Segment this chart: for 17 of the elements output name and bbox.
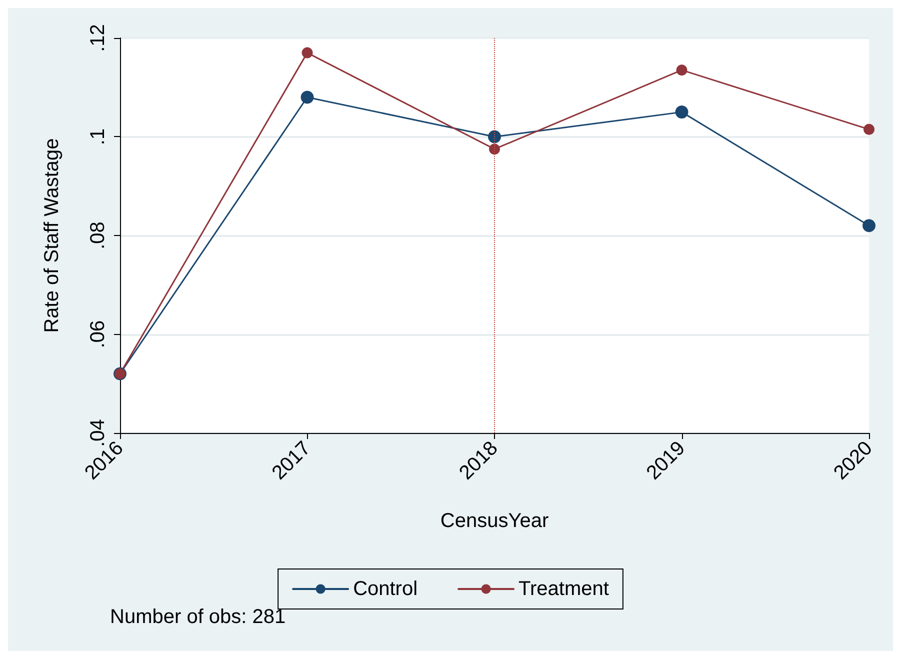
point	[864, 124, 874, 135]
y-axis-title: Rate of Staff Wastage	[41, 138, 63, 333]
text: Number of obs: 281	[110, 606, 286, 628]
y-tick-label: .08	[87, 222, 109, 250]
y-tick-label: .1	[87, 128, 109, 146]
y-tick-label: .12	[87, 24, 109, 52]
point	[862, 219, 876, 232]
point	[675, 106, 688, 119]
point	[300, 90, 314, 104]
point	[488, 130, 501, 144]
point	[676, 64, 688, 76]
legend-label: Control	[353, 578, 418, 600]
x-axis-title: CensusYear	[440, 510, 549, 532]
legend-label: Treatment	[518, 578, 610, 600]
point	[489, 144, 500, 155]
y-tick-label: .06	[87, 320, 109, 348]
point	[302, 47, 313, 58]
